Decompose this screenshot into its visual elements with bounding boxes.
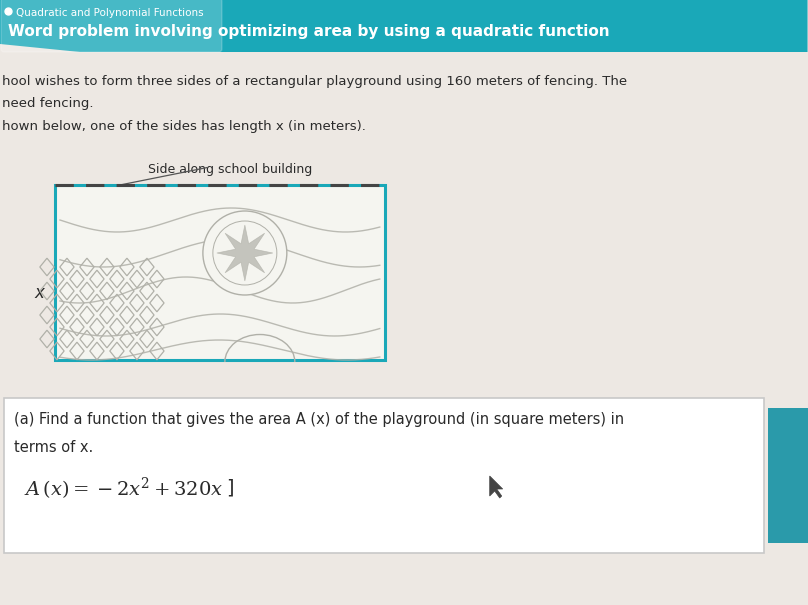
Bar bbox=[768, 408, 807, 543]
Text: hool wishes to form three sides of a rectangular playground using 160 meters of : hool wishes to form three sides of a rec… bbox=[2, 75, 627, 88]
Text: Word problem involving optimizing area by using a quadratic function: Word problem involving optimizing area b… bbox=[8, 24, 609, 39]
Text: ]: ] bbox=[226, 478, 234, 497]
Text: (a) Find a function that gives the area A (x) of the playground (in square meter: (a) Find a function that gives the area … bbox=[14, 412, 624, 427]
Text: Side along school building: Side along school building bbox=[148, 163, 312, 176]
Text: $A\,(x) = -2x^{2} + 320x$: $A\,(x) = -2x^{2} + 320x$ bbox=[24, 476, 223, 502]
Text: hown below, one of the sides has length x (in meters).: hown below, one of the sides has length … bbox=[2, 120, 366, 133]
Circle shape bbox=[213, 221, 277, 285]
Text: x: x bbox=[34, 284, 44, 302]
Bar bbox=[4, 398, 764, 553]
Polygon shape bbox=[0, 0, 807, 52]
Polygon shape bbox=[217, 225, 273, 281]
FancyBboxPatch shape bbox=[1, 0, 222, 52]
Text: terms of x.: terms of x. bbox=[14, 440, 93, 455]
Text: Quadratic and Polynomial Functions: Quadratic and Polynomial Functions bbox=[16, 8, 204, 18]
Bar bbox=[55, 185, 385, 360]
Polygon shape bbox=[490, 476, 503, 498]
Text: need fencing.: need fencing. bbox=[2, 97, 94, 110]
Circle shape bbox=[203, 211, 287, 295]
